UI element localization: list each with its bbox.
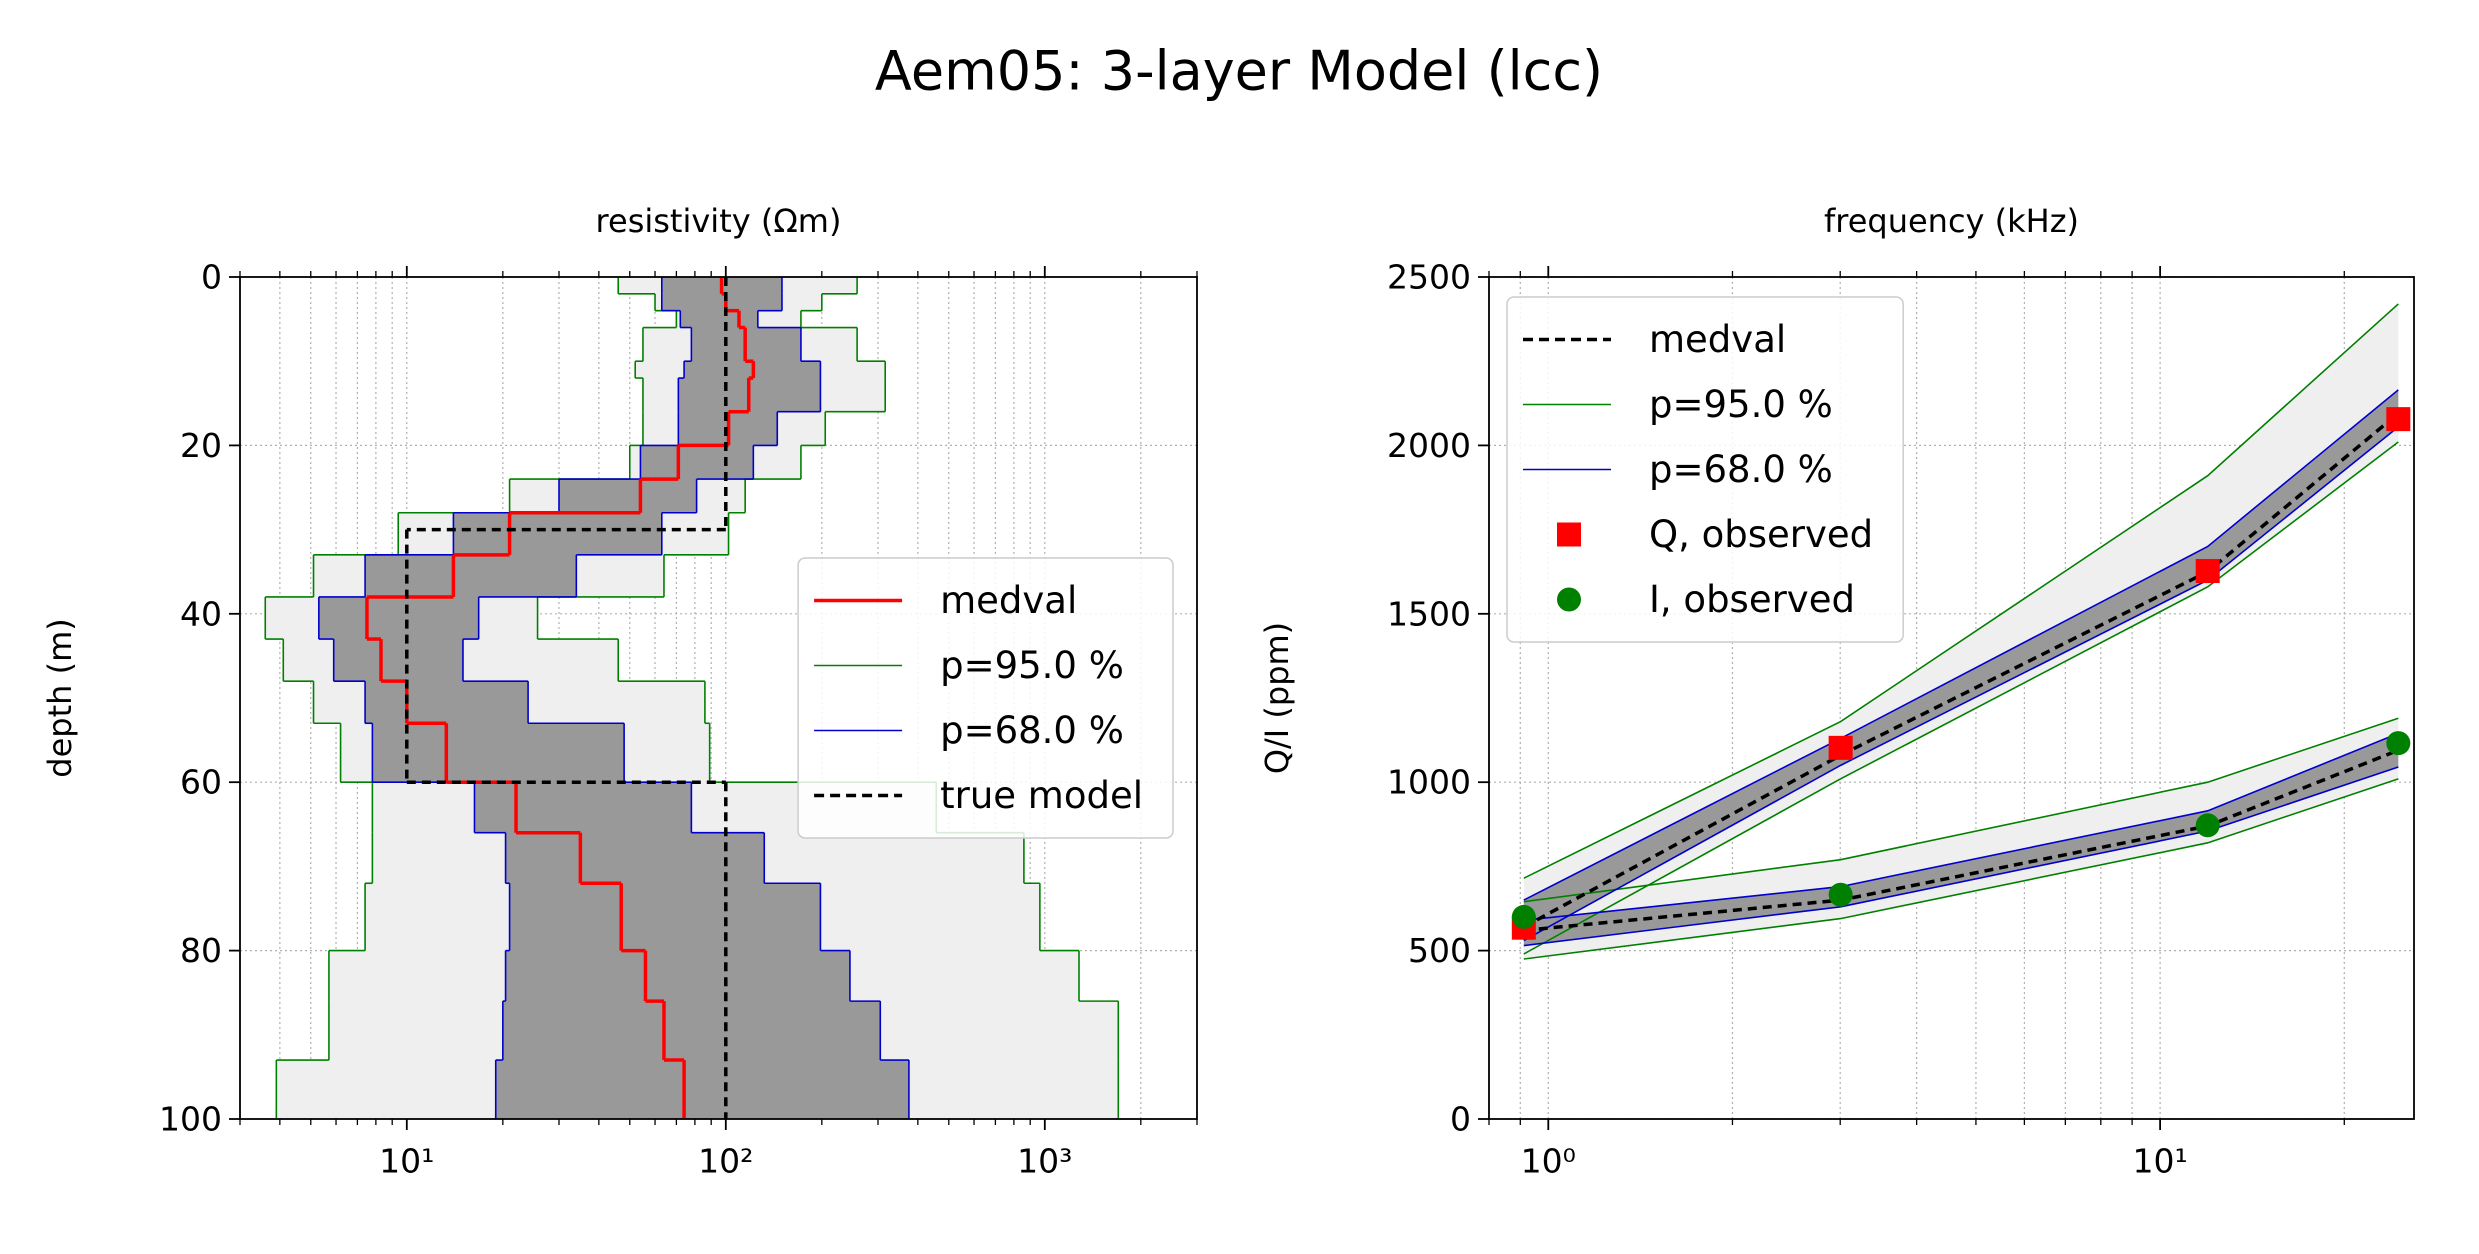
plot-data <box>1511 303 2411 960</box>
marker <box>2386 731 2411 756</box>
y-tick-label: 0 <box>201 258 222 297</box>
legend-label: I, observed <box>1649 578 1855 621</box>
y-tick-label: 60 <box>180 763 222 802</box>
legend-item: Q, observed <box>1557 513 1873 556</box>
legend-marker <box>1557 522 1581 547</box>
band <box>505 950 851 1002</box>
y-tick-label: 0 <box>1450 1100 1471 1139</box>
axes-border <box>1488 276 2415 1120</box>
line <box>1522 412 2400 929</box>
plot-data <box>264 276 1120 1120</box>
axes-frame: 10¹ 10² 10³ 0 20 40 60 80 100 resistivity (Ωm) dep… <box>41 202 1198 1181</box>
x-tick-label: 10¹ <box>2132 1142 2187 1181</box>
legend-label: medval <box>1649 318 1786 361</box>
axes-border <box>239 276 1198 1120</box>
legend-item: p=68.0 % <box>1523 448 1833 491</box>
x-tick-label: 10² <box>698 1142 753 1181</box>
band <box>372 722 625 783</box>
marker <box>1511 904 1536 929</box>
band <box>1523 733 2399 946</box>
y-axis-label: Q/I (ppm) <box>1258 622 1296 774</box>
x-tick-label: 10⁰ <box>1521 1142 1576 1181</box>
legend-box <box>797 557 1174 839</box>
axis-title: frequency (kHz) <box>1824 202 2079 240</box>
band <box>333 638 464 682</box>
marker <box>1828 735 1853 760</box>
line <box>1523 717 2399 903</box>
y-tick-label: 500 <box>1408 931 1471 970</box>
band <box>502 1000 881 1061</box>
band <box>558 478 697 514</box>
line <box>1523 389 2399 901</box>
line <box>1523 748 2399 933</box>
band <box>474 781 692 834</box>
y-axis-label: depth (m) <box>41 618 79 777</box>
y-tick-label: 1000 <box>1387 763 1471 802</box>
y-tick-label: 20 <box>180 426 222 465</box>
band <box>318 596 479 640</box>
line <box>1523 766 2399 947</box>
legend-item: true model <box>814 774 1143 817</box>
y-tick-label: 80 <box>180 931 222 970</box>
axis-title: resistivity (Ωm) <box>596 202 842 240</box>
marker <box>2195 559 2220 584</box>
legend-item: I, observed <box>1557 578 1855 621</box>
legend-label: p=68.0 % <box>940 709 1124 752</box>
band <box>453 512 663 556</box>
legend-label: p=95.0 % <box>1649 383 1833 426</box>
legend: medval p=95.0 % p=68.0 % true model <box>797 557 1174 839</box>
y-tick-label: 2500 <box>1387 258 1471 297</box>
y-tick-label: 40 <box>180 594 222 633</box>
band <box>495 1059 910 1120</box>
legend-label: true model <box>940 774 1143 817</box>
y-tick-label: 2000 <box>1387 426 1471 465</box>
figure-title: Aem05: 3-layer Model (lcc) <box>875 40 1603 103</box>
band <box>661 293 783 311</box>
legend-marker <box>1557 587 1581 612</box>
line <box>1523 303 2399 879</box>
line <box>1523 778 2399 960</box>
band <box>505 832 765 884</box>
legend-item: p=95.0 % <box>1523 383 1833 426</box>
band <box>364 554 577 598</box>
line <box>1523 732 2399 922</box>
band <box>1523 389 2399 941</box>
x-tick-label: 10³ <box>1017 1142 1072 1181</box>
legend-item: p=95.0 % <box>814 644 1124 687</box>
axes-frame: 10⁰ 10¹ 0 500 1000 1500 2000 2500 frequency (kHz… <box>1258 202 2415 1181</box>
legend: medval p=95.0 % p=68.0 % Q, observed I, obse… <box>1506 296 1904 643</box>
legend-item: medval <box>814 579 1077 622</box>
marker <box>2195 813 2220 838</box>
band <box>679 310 759 328</box>
x-tick-label: 10¹ <box>379 1142 434 1181</box>
legend-item: p=68.0 % <box>814 709 1124 752</box>
legend-label: Q, observed <box>1649 513 1873 556</box>
marker <box>1828 882 1853 907</box>
marker <box>2386 407 2411 432</box>
y-tick-label: 100 <box>159 1100 222 1139</box>
legend-item: medval <box>1523 318 1786 361</box>
legend-box <box>1506 296 1904 643</box>
band <box>364 680 529 724</box>
legend-label: p=95.0 % <box>940 644 1124 687</box>
band <box>509 882 821 951</box>
legend-label: medval <box>940 579 1077 622</box>
line <box>1523 426 2399 942</box>
band <box>640 445 754 480</box>
y-tick-label: 1500 <box>1387 594 1471 633</box>
legend-label: p=68.0 % <box>1649 448 1833 491</box>
line <box>1523 441 2399 955</box>
